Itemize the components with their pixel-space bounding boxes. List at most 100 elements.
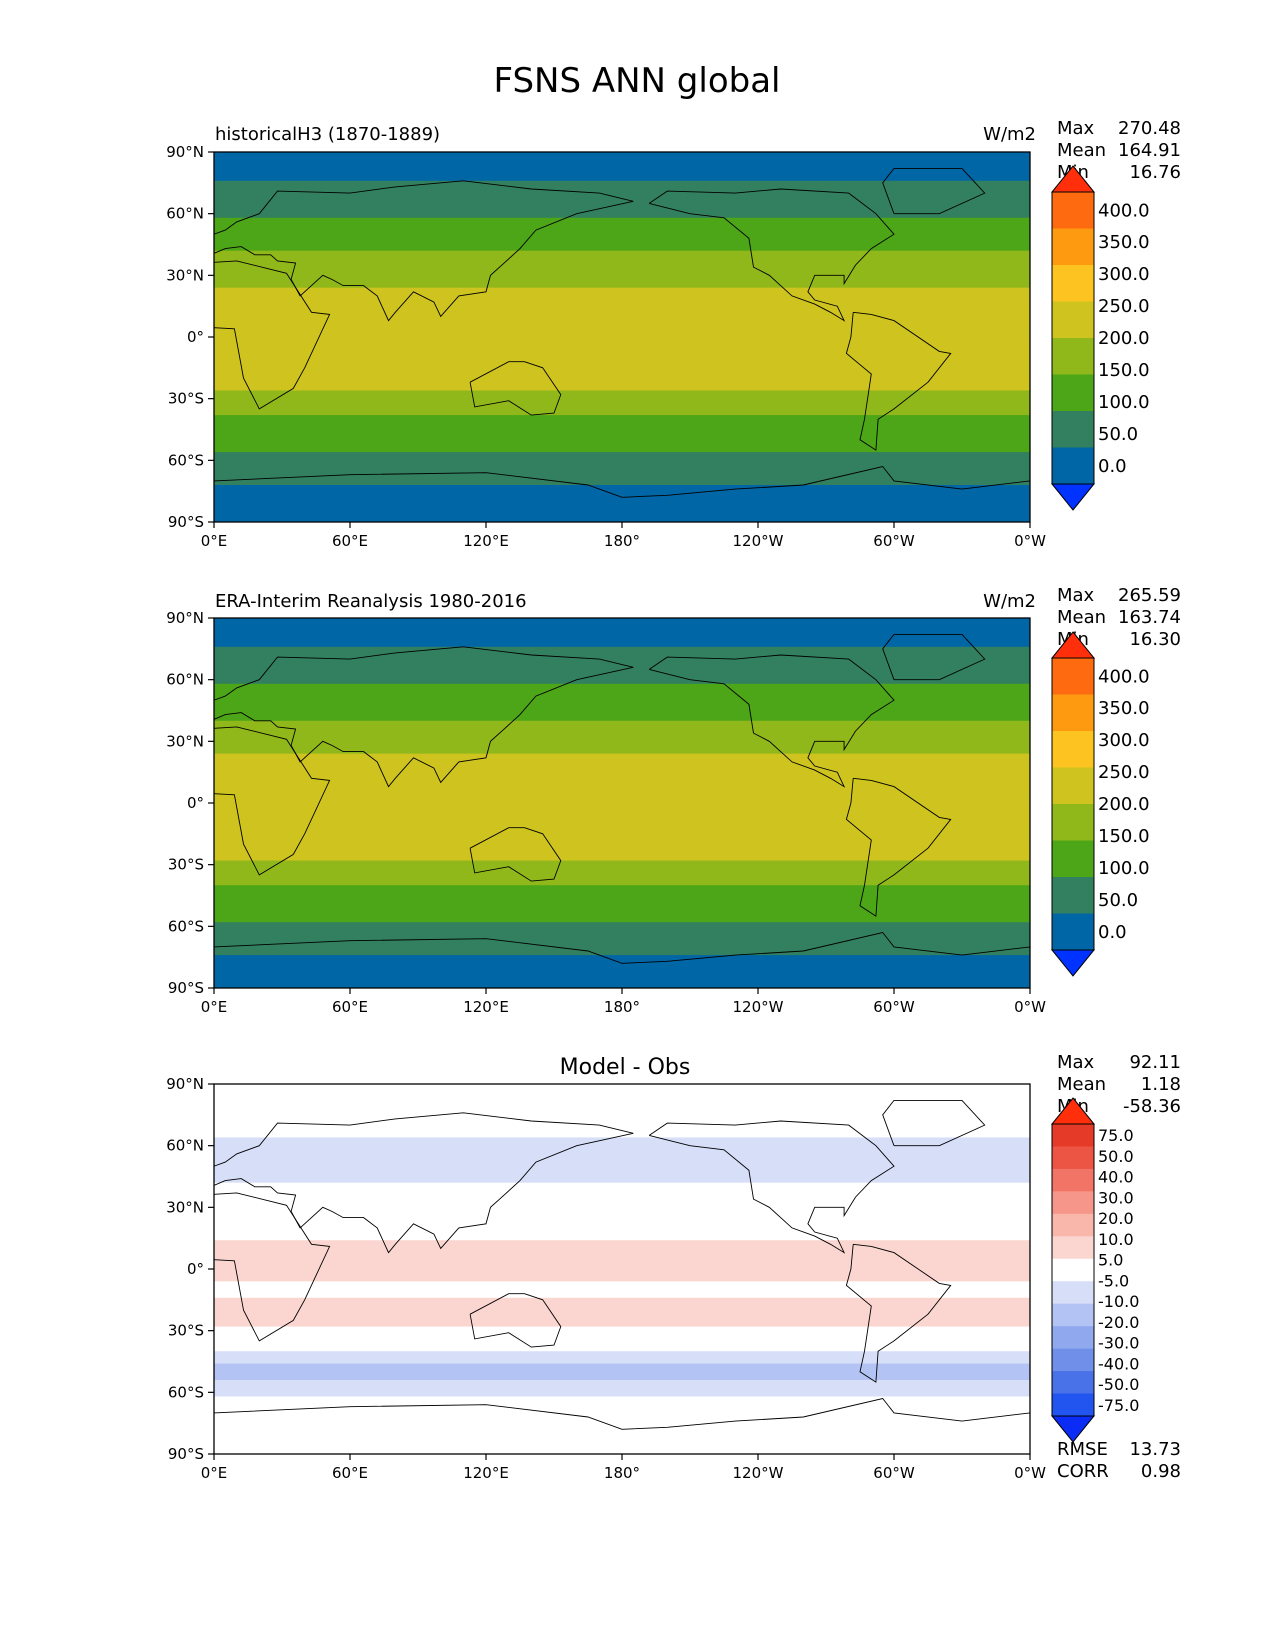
- field-band: [214, 877, 1030, 882]
- panel-title: ERA-Interim Reanalysis 1980-2016: [215, 591, 527, 612]
- field-band: [214, 1108, 1030, 1114]
- field-band: [214, 1375, 1030, 1381]
- field-band: [214, 287, 1030, 293]
- field-band: [214, 221, 1030, 227]
- y-tick-label: 90°S: [168, 979, 204, 997]
- field-band: [214, 946, 1030, 952]
- stat-label: Max: [1057, 1052, 1095, 1073]
- field-band: [214, 852, 1030, 858]
- field-band: [214, 1343, 1030, 1348]
- coastline: [648, 188, 895, 322]
- field-band: [214, 868, 1030, 874]
- y-tick-label: 90°S: [168, 1445, 204, 1463]
- field-band: [214, 1190, 1030, 1196]
- field-band: [214, 242, 1030, 248]
- field-band: [214, 361, 1030, 367]
- field-band: [214, 1116, 1030, 1122]
- field-band: [214, 411, 1030, 416]
- field-band: [214, 246, 1030, 252]
- field-band: [214, 798, 1030, 804]
- field-band: [214, 1260, 1030, 1266]
- field-band: [214, 934, 1030, 940]
- colorbar-frame: [1051, 1123, 1095, 1417]
- field-band: [214, 1153, 1030, 1159]
- field-band: [214, 378, 1030, 383]
- field-band: [214, 963, 1030, 969]
- field-band: [214, 626, 1030, 631]
- field-band: [214, 184, 1030, 190]
- field-band: [214, 304, 1030, 309]
- figure-title: FSNS ANN global: [494, 61, 781, 101]
- field-band: [214, 803, 1030, 808]
- panel-units: W/m2: [983, 591, 1036, 612]
- field-band: [214, 745, 1030, 751]
- field-band: [214, 1384, 1030, 1389]
- field-band: [214, 427, 1030, 433]
- colorbar-extend-min: [1050, 949, 1096, 977]
- field-band: [214, 1088, 1030, 1093]
- field-band: [214, 357, 1030, 363]
- field-band: [214, 250, 1030, 256]
- panel-title: historicalH3 (1870-1889): [215, 124, 440, 145]
- field-band: [214, 386, 1030, 392]
- field-band: [214, 704, 1030, 710]
- colorbar-label: 300.0: [1098, 264, 1150, 285]
- field-band: [214, 1404, 1030, 1410]
- y-tick-label: 90°N: [166, 609, 204, 627]
- y-tick-label: 60°S: [168, 917, 204, 935]
- y-tick-label: 60°S: [168, 1383, 204, 1401]
- x-tick-label: 0°E: [201, 1464, 228, 1482]
- field-band: [214, 1293, 1030, 1299]
- field-band: [214, 468, 1030, 474]
- y-tick-label: 30°N: [166, 266, 204, 284]
- colorbar-segment: [1052, 1303, 1094, 1327]
- stat-label: CORR: [1057, 1461, 1109, 1482]
- field-band: [214, 922, 1030, 927]
- field-band: [214, 1437, 1030, 1443]
- field-band: [214, 1162, 1030, 1167]
- stat-label: Mean: [1057, 607, 1106, 628]
- stat-value: 163.74: [1118, 607, 1181, 628]
- field-band: [214, 720, 1030, 726]
- colorbar-label: 300.0: [1098, 730, 1150, 751]
- colorbar-label: 350.0: [1098, 698, 1150, 719]
- field-band: [214, 456, 1030, 461]
- field-band: [214, 675, 1030, 681]
- field-band: [214, 737, 1030, 742]
- colorbar-segment: [1052, 731, 1094, 768]
- y-tick-label: 60°N: [166, 1137, 204, 1155]
- panel-2: ERA-Interim Reanalysis 1980-2016 W/m2 Ma…: [166, 585, 1181, 1016]
- field-band: [214, 365, 1030, 371]
- field-band: [214, 1445, 1030, 1451]
- x-tick-label: 60°W: [873, 998, 915, 1016]
- field-band: [214, 1149, 1030, 1155]
- colorbar-segment: [1052, 840, 1094, 878]
- field-band: [214, 1441, 1030, 1447]
- field-band: [214, 1408, 1030, 1414]
- field-band: [214, 1248, 1030, 1254]
- field-band: [214, 493, 1030, 498]
- colorbar-segment: [1052, 1281, 1094, 1305]
- field-band: [214, 489, 1030, 494]
- field-band: [214, 1297, 1030, 1303]
- coastline: [882, 633, 986, 681]
- x-tick-label: 0°W: [1014, 998, 1046, 1016]
- x-tick-label: 120°W: [733, 532, 784, 550]
- field-band: [214, 860, 1030, 866]
- y-tick-label: 30°S: [168, 856, 204, 874]
- field-band: [214, 1314, 1030, 1319]
- field-band: [214, 1186, 1030, 1192]
- field-band: [214, 1351, 1030, 1356]
- panel-title: Model - Obs: [560, 1055, 691, 1080]
- stat-value: 265.59: [1118, 585, 1181, 606]
- field-band: [214, 1084, 1030, 1089]
- colorbar-segment: [1052, 1124, 1094, 1147]
- colorbar-segment: [1052, 1191, 1094, 1215]
- field-band: [214, 217, 1030, 223]
- panel-units: W/m2: [983, 124, 1036, 145]
- field-band: [214, 1244, 1030, 1250]
- field-band: [214, 856, 1030, 862]
- x-tick-label: 120°W: [733, 1464, 784, 1482]
- field-band: [214, 1433, 1030, 1439]
